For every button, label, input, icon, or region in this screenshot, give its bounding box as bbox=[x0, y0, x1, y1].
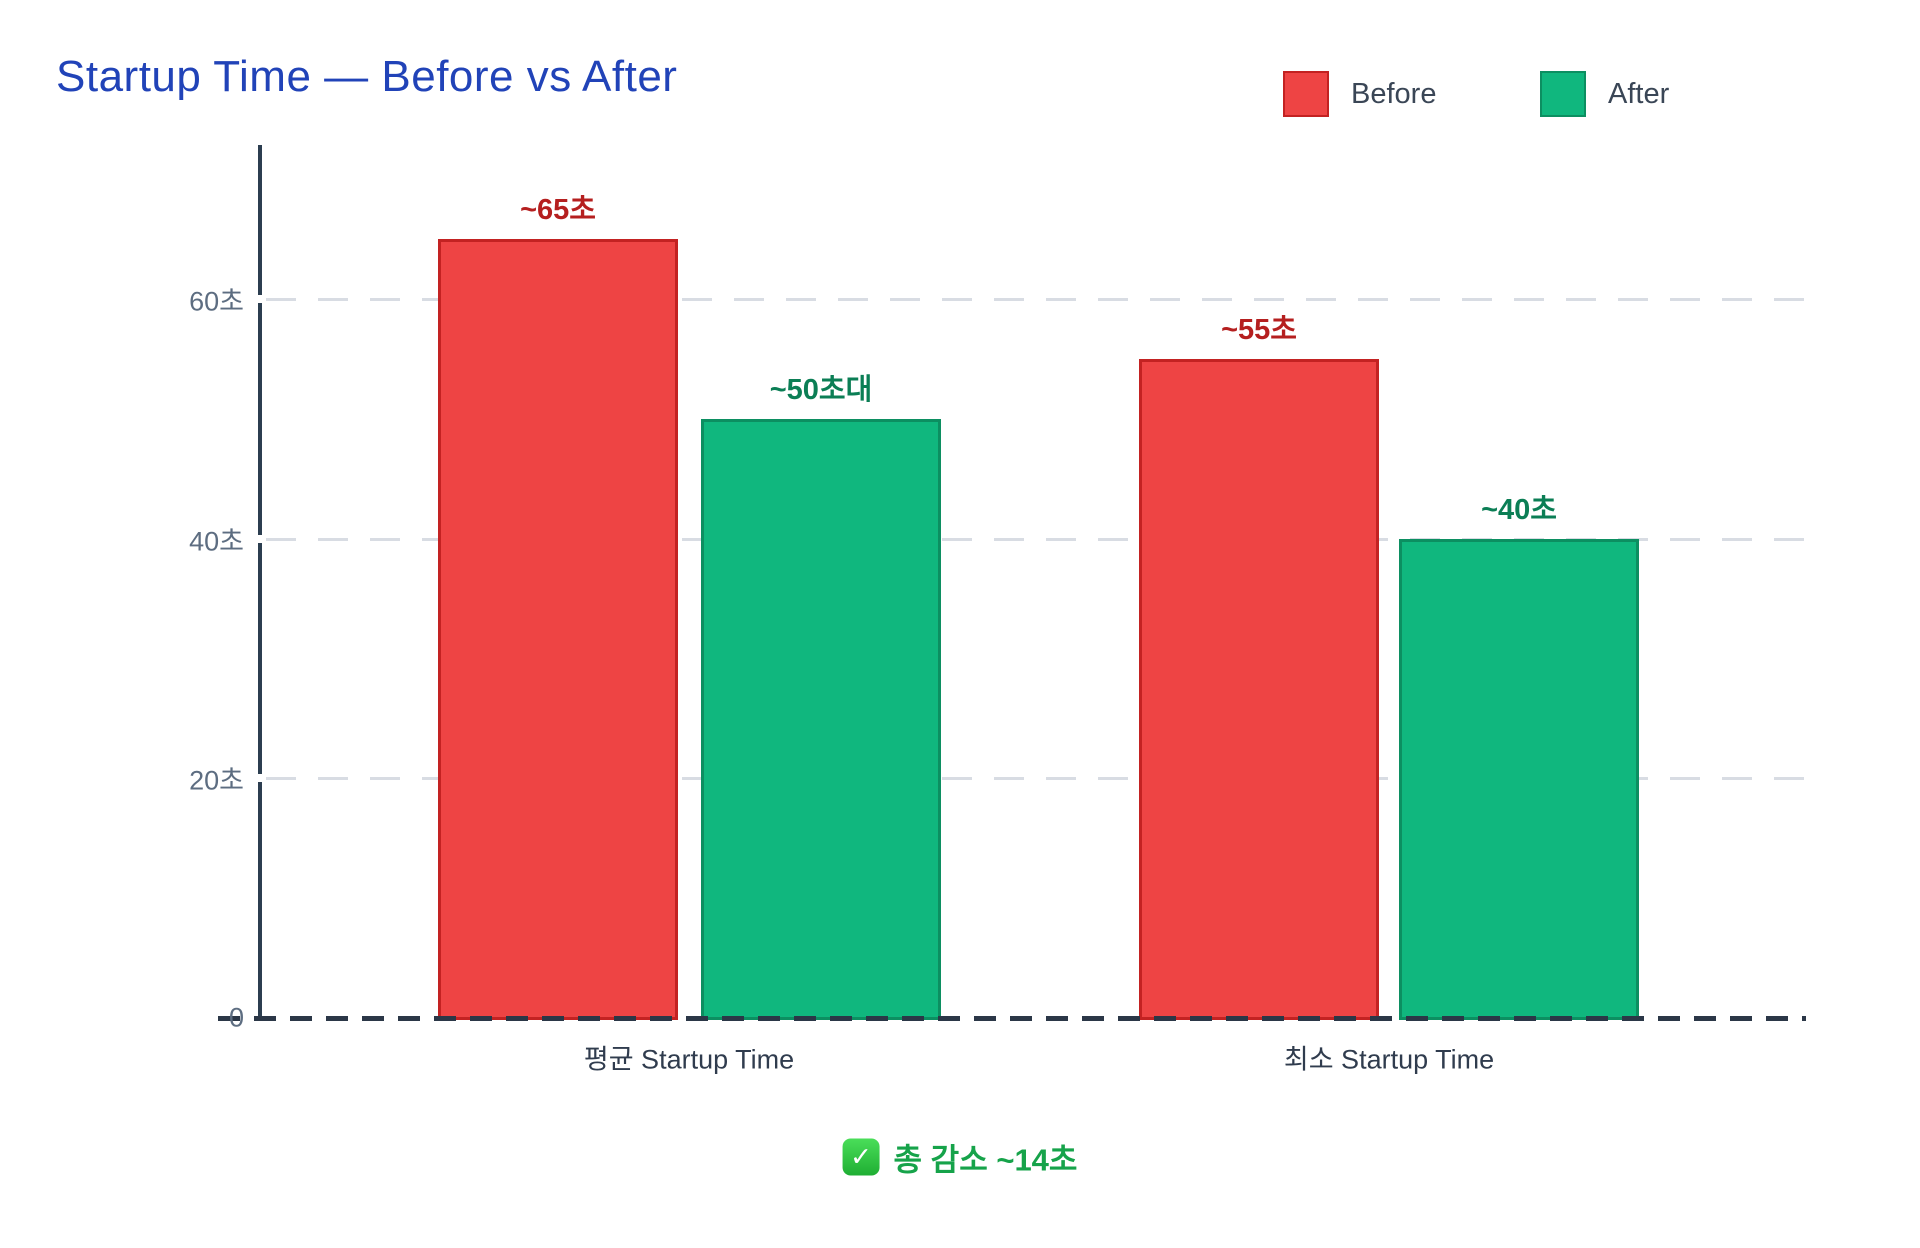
value-label-after-group1: ~50초대 bbox=[769, 373, 873, 406]
chart-title: Startup Time — Before vs After bbox=[56, 52, 678, 101]
y-axis-tick-40 bbox=[256, 534, 264, 543]
check-emoji-icon: ✓ bbox=[842, 1138, 880, 1176]
value-label-after-group2: ~40초 bbox=[1481, 493, 1557, 526]
legend-label-after: After bbox=[1608, 77, 1670, 110]
bar-after-group1 bbox=[701, 418, 941, 1020]
value-label-before-group1: ~65초 bbox=[520, 194, 596, 227]
y-tick-label-60: 60초 bbox=[189, 286, 244, 317]
gridline-60 bbox=[266, 298, 1806, 302]
total-reduction-annotation: ✓ 총 감소 ~14초 bbox=[842, 1135, 1078, 1180]
y-tick-label-20: 20초 bbox=[189, 765, 244, 796]
legend-swatch-before-icon bbox=[1283, 71, 1329, 117]
x-category-label-2: 최소 Startup Time bbox=[1283, 1044, 1495, 1075]
legend-label-before: Before bbox=[1351, 77, 1437, 110]
y-tick-label-40: 40초 bbox=[189, 526, 244, 557]
y-axis-tick-20 bbox=[256, 774, 264, 783]
value-label-before-group2: ~55초 bbox=[1221, 313, 1297, 346]
gridline-40 bbox=[266, 537, 1806, 541]
bar-before-group2 bbox=[1139, 358, 1379, 1020]
legend-item-before: Before bbox=[1283, 71, 1436, 117]
annotation-text: 총 감소 ~14초 bbox=[893, 1142, 1078, 1178]
y-axis-line bbox=[258, 145, 262, 1021]
y-axis-tick-60 bbox=[256, 295, 264, 304]
bar-before-group1 bbox=[438, 239, 678, 1020]
y-tick-label-0: 0 bbox=[228, 1002, 244, 1033]
legend-item-after: After bbox=[1540, 71, 1669, 117]
bar-after-group2 bbox=[1399, 538, 1639, 1020]
x-axis-zeroline bbox=[218, 1016, 1806, 1021]
x-category-label-1: 평균 Startup Time bbox=[583, 1044, 795, 1075]
legend-swatch-after-icon bbox=[1540, 71, 1586, 117]
gridline-20 bbox=[266, 777, 1806, 781]
